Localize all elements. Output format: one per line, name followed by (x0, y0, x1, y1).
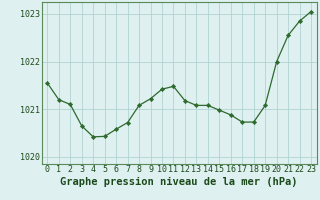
X-axis label: Graphe pression niveau de la mer (hPa): Graphe pression niveau de la mer (hPa) (60, 177, 298, 187)
